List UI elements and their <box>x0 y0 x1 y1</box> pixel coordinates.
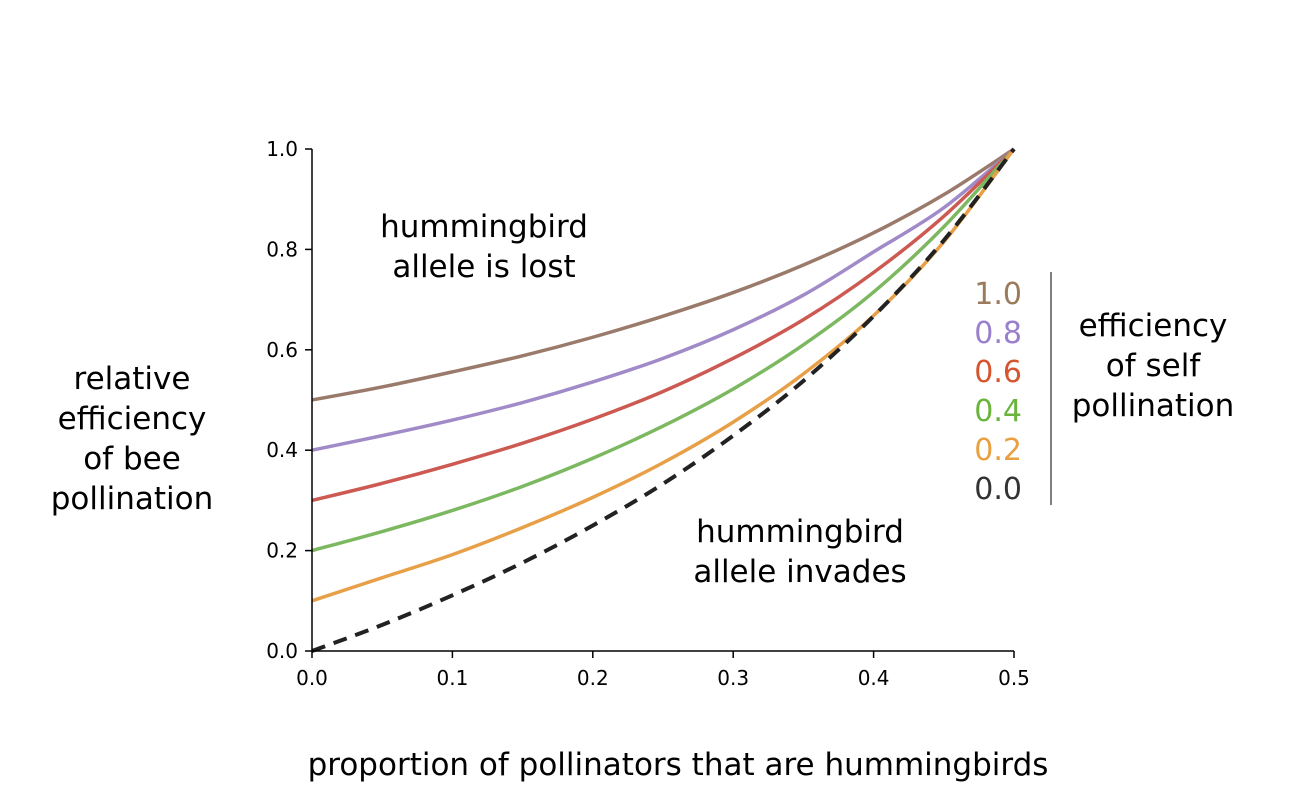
legend-entries: 1.0 0.8 0.6 0.4 0.2 0.0 <box>974 277 1022 507</box>
legend-entry-1-0: 1.0 <box>974 277 1022 312</box>
series-line-0-2 <box>311 147 1016 603</box>
x-axis-label: proportion of pollinators that are hummi… <box>308 747 1049 783</box>
x-tick-label: 0.3 <box>717 666 749 690</box>
x-tick-label: 0.1 <box>436 666 468 690</box>
y-tick-label: 0.8 <box>266 237 298 261</box>
series-line-0-8 <box>311 147 1016 452</box>
series-line-1-0 <box>311 147 1015 402</box>
series-line-0-4 <box>311 147 1016 553</box>
legend: efficiency of self pollination 1.0 0.8 0.6… <box>974 272 1234 507</box>
legend-entry-0-0: 0.0 <box>974 472 1022 507</box>
annotation-lost-line2: allele is lost <box>392 249 575 285</box>
annotation-invades-line1: hummingbird <box>696 514 904 550</box>
y-tick-label: 1.0 <box>266 137 298 161</box>
y-tick-label: 0.0 <box>266 639 298 663</box>
plot-lines <box>311 147 1016 653</box>
x-tick-label: 0.0 <box>296 666 328 690</box>
y-tick-label: 0.4 <box>266 438 298 462</box>
series-line-0-0 <box>311 147 1016 653</box>
legend-entry-0-2: 0.2 <box>974 433 1022 468</box>
y-axis-label-line3: of bee <box>83 441 181 477</box>
y-tick-label: 0.6 <box>266 338 298 362</box>
legend-entry-0-8: 0.8 <box>974 316 1022 351</box>
x-tick-label: 0.5 <box>998 666 1030 690</box>
x-tick-label: 0.4 <box>858 666 890 690</box>
legend-entry-0-6: 0.6 <box>974 355 1022 390</box>
legend-title-line3: pollination <box>1072 388 1235 424</box>
axes <box>311 149 1014 652</box>
annotation-invades-line2: allele invades <box>693 554 906 590</box>
series-line-0-6 <box>311 147 1016 503</box>
annotation-lost-line1: hummingbird <box>380 209 588 245</box>
legend-title-line1: efficiency <box>1079 308 1228 344</box>
y-tick-label: 0.2 <box>266 539 298 563</box>
y-axis-label-line1: relative <box>74 361 191 397</box>
x-tick-label: 0.2 <box>577 666 609 690</box>
ticks: 0.0 0.1 0.2 0.3 0.4 0.5 0.0 0.2 0.4 0.6 0.8 1.0 <box>266 137 1030 690</box>
legend-title-line2: of self <box>1106 348 1202 384</box>
y-axis-label-line2: efficiency <box>58 401 207 437</box>
legend-entry-0-4: 0.4 <box>974 394 1022 429</box>
y-axis-label-line4: pollination <box>51 481 214 517</box>
